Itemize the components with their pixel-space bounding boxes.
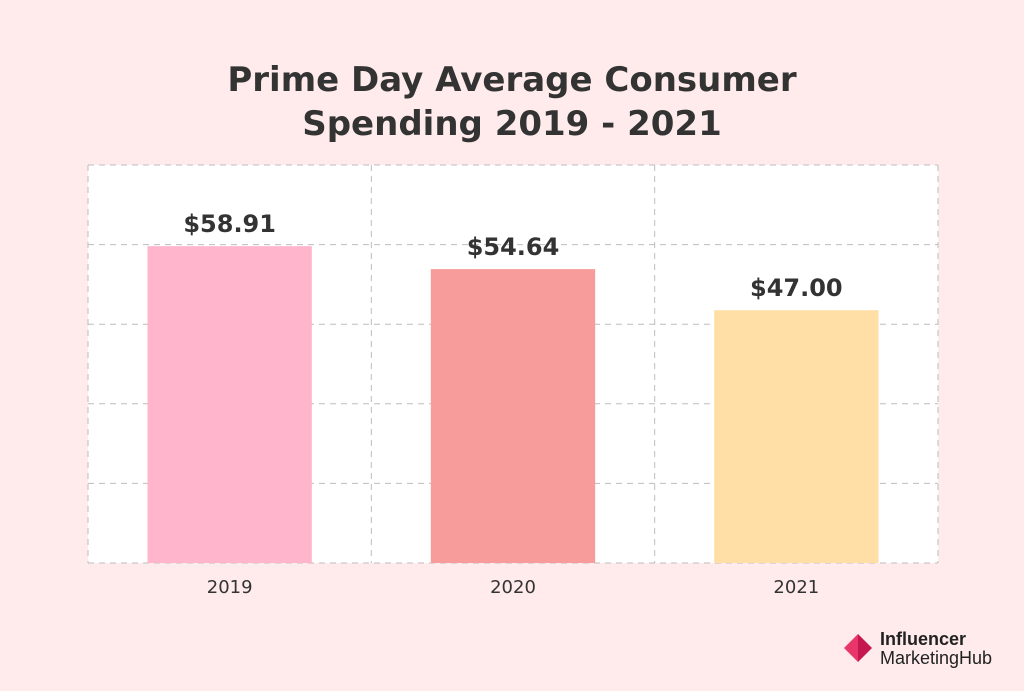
bar-2019 (147, 246, 312, 563)
data-label-2020: $54.64 (467, 233, 560, 261)
bar-2021 (714, 310, 879, 563)
brand-name-line-2: MarketingHub (880, 648, 993, 668)
x-tick-label-2020: 2020 (490, 577, 536, 598)
x-tick-label-2019: 2019 (207, 577, 253, 598)
data-label-2019: $58.91 (183, 210, 276, 238)
bar-2020 (430, 269, 596, 563)
chart-title-line-2: Spending 2019 - 2021 (302, 104, 722, 144)
brand-logo: Influencer MarketingHub (840, 628, 1010, 672)
chart-title-line-1: Prime Day Average Consumer (227, 60, 797, 100)
data-label-2021: $47.00 (750, 274, 843, 302)
brand-name-line-1: Influencer (880, 629, 967, 649)
chart-title: Prime Day Average Consumer Spending 2019… (0, 58, 1024, 146)
influencer-marketing-hub-logo-icon (844, 634, 872, 662)
x-tick-label-2021: 2021 (773, 577, 819, 598)
